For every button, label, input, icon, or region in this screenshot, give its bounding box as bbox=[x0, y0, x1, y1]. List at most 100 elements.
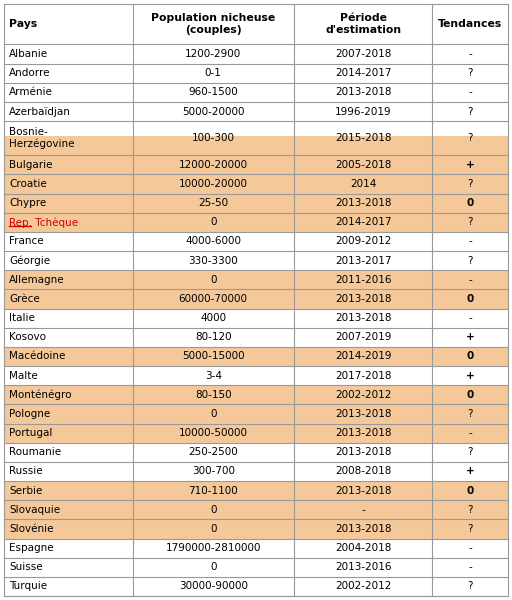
Text: 2013-2018: 2013-2018 bbox=[335, 524, 391, 534]
Text: Chypre: Chypre bbox=[9, 198, 46, 208]
Text: 0: 0 bbox=[466, 485, 474, 496]
Text: 2013-2016: 2013-2016 bbox=[335, 562, 391, 572]
Text: 0: 0 bbox=[466, 294, 474, 304]
Text: 2011-2016: 2011-2016 bbox=[335, 275, 391, 285]
Text: 2013-2018: 2013-2018 bbox=[335, 294, 391, 304]
Text: Période
d'estimation: Période d'estimation bbox=[325, 13, 401, 35]
Text: Bosnie-
Herzégovine: Bosnie- Herzégovine bbox=[9, 127, 75, 149]
Text: Slovénie: Slovénie bbox=[9, 524, 53, 534]
Text: Espagne: Espagne bbox=[9, 543, 54, 553]
Text: Pays: Pays bbox=[9, 19, 37, 29]
Text: 0: 0 bbox=[210, 524, 217, 534]
Text: 2014-2017: 2014-2017 bbox=[335, 68, 391, 78]
Text: Pologne: Pologne bbox=[9, 409, 50, 419]
Text: ?: ? bbox=[467, 409, 473, 419]
Bar bbox=[4, 289, 508, 308]
Text: 960-1500: 960-1500 bbox=[188, 88, 238, 97]
Text: 4000-6000: 4000-6000 bbox=[185, 236, 241, 247]
Text: ?: ? bbox=[467, 505, 473, 515]
Text: Azerbaïdjan: Azerbaïdjan bbox=[9, 107, 71, 116]
Text: 0: 0 bbox=[210, 409, 217, 419]
Text: 330-3300: 330-3300 bbox=[188, 256, 238, 266]
Text: 100-300: 100-300 bbox=[191, 133, 234, 143]
Text: 2013-2017: 2013-2017 bbox=[335, 256, 391, 266]
Text: 80-120: 80-120 bbox=[195, 332, 231, 342]
Text: -: - bbox=[468, 275, 472, 285]
Text: Andorre: Andorre bbox=[9, 68, 51, 78]
Text: 0: 0 bbox=[210, 505, 217, 515]
Text: 3-4: 3-4 bbox=[205, 371, 222, 380]
Text: -: - bbox=[361, 505, 365, 515]
Text: Grèce: Grèce bbox=[9, 294, 40, 304]
Bar bbox=[4, 404, 508, 424]
Bar bbox=[4, 520, 508, 539]
Text: ?: ? bbox=[467, 581, 473, 592]
Text: 30000-90000: 30000-90000 bbox=[179, 581, 248, 592]
Text: Population nicheuse
(couples): Population nicheuse (couples) bbox=[151, 13, 275, 35]
Text: Portugal: Portugal bbox=[9, 428, 52, 438]
Text: 2013-2018: 2013-2018 bbox=[335, 409, 391, 419]
Bar bbox=[4, 270, 508, 289]
Text: 0: 0 bbox=[466, 198, 474, 208]
Text: 2014: 2014 bbox=[350, 179, 376, 189]
Bar bbox=[4, 424, 508, 443]
Text: -: - bbox=[468, 562, 472, 572]
Text: 12000-20000: 12000-20000 bbox=[179, 160, 248, 170]
Text: 60000-70000: 60000-70000 bbox=[179, 294, 248, 304]
Text: +: + bbox=[466, 466, 475, 476]
Text: -: - bbox=[468, 313, 472, 323]
Text: Allemagne: Allemagne bbox=[9, 275, 65, 285]
Text: Tendances: Tendances bbox=[438, 19, 502, 29]
Text: -: - bbox=[468, 428, 472, 438]
Text: 2013-2018: 2013-2018 bbox=[335, 485, 391, 496]
Bar bbox=[4, 385, 508, 404]
Text: Rep. Tchèque: Rep. Tchèque bbox=[9, 217, 78, 227]
Text: 80-150: 80-150 bbox=[195, 390, 231, 400]
Text: 2013-2018: 2013-2018 bbox=[335, 313, 391, 323]
Text: 300-700: 300-700 bbox=[191, 466, 234, 476]
Text: Slovaquie: Slovaquie bbox=[9, 505, 60, 515]
Text: Arménie: Arménie bbox=[9, 88, 53, 97]
Text: Suisse: Suisse bbox=[9, 562, 42, 572]
Text: ?: ? bbox=[467, 217, 473, 227]
Text: ?: ? bbox=[467, 107, 473, 116]
Text: 250-2500: 250-2500 bbox=[188, 447, 238, 457]
Text: ?: ? bbox=[467, 447, 473, 457]
Text: Russie: Russie bbox=[9, 466, 42, 476]
Text: 2008-2018: 2008-2018 bbox=[335, 466, 391, 476]
Text: ?: ? bbox=[467, 133, 473, 143]
Text: 710-1100: 710-1100 bbox=[188, 485, 238, 496]
Text: 0: 0 bbox=[466, 390, 474, 400]
Text: Albanie: Albanie bbox=[9, 49, 48, 59]
Text: Malte: Malte bbox=[9, 371, 38, 380]
Text: 2014-2017: 2014-2017 bbox=[335, 217, 391, 227]
Text: 10000-50000: 10000-50000 bbox=[179, 428, 248, 438]
Bar bbox=[4, 194, 508, 212]
Text: 1996-2019: 1996-2019 bbox=[335, 107, 391, 116]
Text: ?: ? bbox=[467, 256, 473, 266]
Text: 2004-2018: 2004-2018 bbox=[335, 543, 391, 553]
Text: 0: 0 bbox=[210, 275, 217, 285]
Text: 1200-2900: 1200-2900 bbox=[185, 49, 241, 59]
Text: 0: 0 bbox=[210, 562, 217, 572]
Text: Géorgie: Géorgie bbox=[9, 256, 50, 266]
Bar bbox=[4, 175, 508, 194]
Text: Croatie: Croatie bbox=[9, 179, 47, 189]
Text: Kosovo: Kosovo bbox=[9, 332, 46, 342]
Text: +: + bbox=[466, 371, 475, 380]
Text: -: - bbox=[468, 49, 472, 59]
Bar bbox=[4, 212, 508, 232]
Text: 1790000-2810000: 1790000-2810000 bbox=[165, 543, 261, 553]
Bar bbox=[4, 155, 508, 175]
Text: 10000-20000: 10000-20000 bbox=[179, 179, 248, 189]
Text: 4000: 4000 bbox=[200, 313, 226, 323]
Text: 2013-2018: 2013-2018 bbox=[335, 447, 391, 457]
Text: 2009-2012: 2009-2012 bbox=[335, 236, 391, 247]
Text: 2005-2018: 2005-2018 bbox=[335, 160, 391, 170]
Text: 2007-2019: 2007-2019 bbox=[335, 332, 391, 342]
Text: 2007-2018: 2007-2018 bbox=[335, 49, 391, 59]
Text: 2017-2018: 2017-2018 bbox=[335, 371, 391, 380]
Text: 2013-2018: 2013-2018 bbox=[335, 198, 391, 208]
Bar bbox=[4, 136, 508, 155]
Text: ?: ? bbox=[467, 179, 473, 189]
